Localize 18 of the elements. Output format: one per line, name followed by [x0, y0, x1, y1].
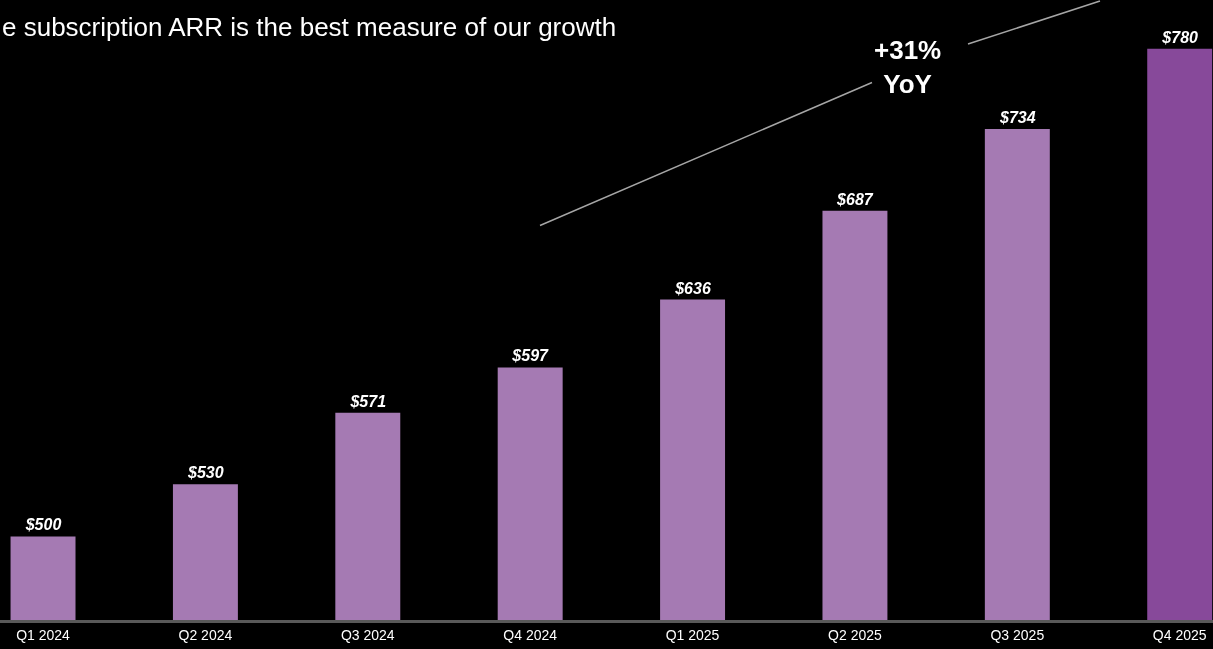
- data-label: $734: [998, 108, 1036, 126]
- x-tick-label: Q1 2025: [665, 626, 720, 643]
- annotation: +31% YoY: [874, 35, 942, 99]
- data-label: $530: [187, 464, 224, 482]
- data-label: $687: [836, 190, 874, 208]
- x-tick-label: Q4 2024: [503, 626, 558, 643]
- x-tick-label: Q1 2024: [16, 626, 71, 643]
- x-tick-label: Q4 2025: [1152, 626, 1207, 643]
- data-label: $636: [674, 279, 711, 297]
- x-tick-label: Q2 2025: [828, 626, 883, 643]
- text: e subscription ARR is the best measure of our growth: [2, 12, 617, 42]
- data-label: $500: [24, 516, 62, 534]
- x-tick-label: Q2 2024: [178, 626, 233, 643]
- x-tick-label: Q3 2025: [990, 626, 1045, 643]
- data-label: $571: [349, 392, 387, 410]
- x-tick-label: Q3 2024: [340, 626, 395, 643]
- data-label: $597: [511, 347, 550, 365]
- data-label: $780: [1161, 28, 1199, 46]
